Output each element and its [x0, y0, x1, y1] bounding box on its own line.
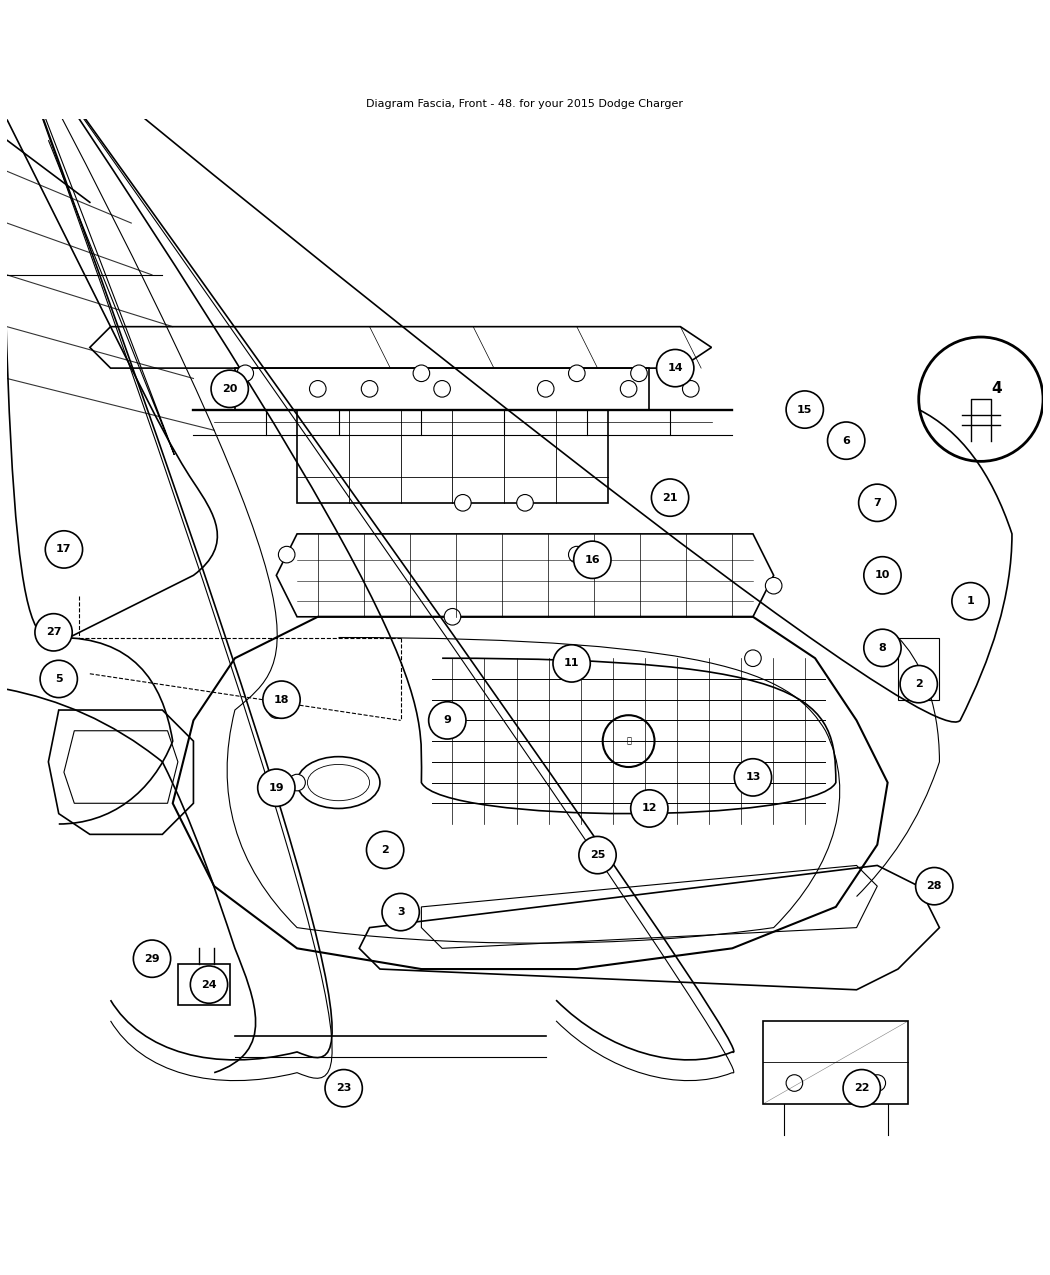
Circle shape	[864, 629, 901, 667]
Circle shape	[382, 894, 419, 931]
Circle shape	[843, 1070, 880, 1107]
Circle shape	[190, 966, 228, 1003]
Circle shape	[621, 380, 637, 397]
Circle shape	[786, 1075, 802, 1091]
Circle shape	[455, 495, 471, 511]
Text: 2: 2	[915, 680, 923, 688]
Circle shape	[869, 1075, 885, 1091]
Circle shape	[361, 380, 378, 397]
Text: 19: 19	[269, 783, 285, 793]
Circle shape	[444, 608, 461, 625]
FancyBboxPatch shape	[177, 964, 230, 1005]
Circle shape	[257, 769, 295, 806]
Text: 20: 20	[222, 384, 237, 394]
Text: 10: 10	[875, 570, 890, 580]
Text: 28: 28	[926, 881, 942, 891]
Text: 14: 14	[668, 363, 684, 374]
Text: 21: 21	[663, 492, 678, 502]
Circle shape	[631, 365, 647, 381]
Circle shape	[916, 867, 953, 905]
Circle shape	[568, 546, 585, 562]
Text: 17: 17	[57, 544, 71, 555]
Circle shape	[413, 365, 429, 381]
Text: 1: 1	[967, 597, 974, 606]
Circle shape	[734, 759, 772, 796]
Circle shape	[428, 701, 466, 739]
Text: 13: 13	[746, 773, 760, 783]
Circle shape	[553, 645, 590, 682]
FancyBboxPatch shape	[763, 1021, 908, 1104]
Circle shape	[366, 831, 404, 868]
Circle shape	[656, 349, 694, 386]
Circle shape	[744, 650, 761, 667]
Circle shape	[765, 578, 782, 594]
Circle shape	[786, 391, 823, 428]
Text: 5: 5	[55, 674, 63, 683]
Circle shape	[211, 370, 249, 408]
Text: 8: 8	[879, 643, 886, 653]
Circle shape	[579, 836, 616, 873]
Circle shape	[682, 380, 699, 397]
Text: Diagram Fascia, Front - 48. for your 2015 Dodge Charger: Diagram Fascia, Front - 48. for your 201…	[366, 99, 684, 110]
Text: 3: 3	[397, 907, 404, 917]
Circle shape	[133, 940, 171, 978]
Text: 12: 12	[642, 803, 657, 813]
Text: 2: 2	[381, 845, 388, 856]
Circle shape	[434, 380, 450, 397]
Circle shape	[289, 774, 306, 790]
Circle shape	[262, 681, 300, 718]
Circle shape	[573, 541, 611, 579]
Text: 9: 9	[443, 715, 452, 725]
Text: 25: 25	[590, 850, 605, 861]
Circle shape	[827, 422, 865, 459]
Circle shape	[538, 380, 554, 397]
Circle shape	[40, 660, 78, 697]
Text: 24: 24	[202, 979, 216, 989]
Circle shape	[859, 484, 896, 521]
Circle shape	[952, 583, 989, 620]
Text: 16: 16	[585, 555, 601, 565]
Circle shape	[900, 666, 938, 703]
Circle shape	[864, 557, 901, 594]
Circle shape	[568, 365, 585, 381]
Circle shape	[237, 365, 253, 381]
Circle shape	[517, 495, 533, 511]
Circle shape	[35, 613, 72, 652]
Text: 11: 11	[564, 658, 580, 668]
Text: 6: 6	[842, 436, 850, 446]
Text: 18: 18	[274, 695, 289, 705]
Circle shape	[268, 701, 285, 718]
Text: 🔱: 🔱	[626, 737, 631, 746]
Text: 4: 4	[991, 381, 1002, 397]
Circle shape	[651, 479, 689, 516]
Circle shape	[45, 530, 83, 569]
Text: 23: 23	[336, 1084, 352, 1093]
Text: 22: 22	[854, 1084, 869, 1093]
Text: 29: 29	[144, 954, 160, 964]
Text: 27: 27	[46, 627, 61, 638]
Circle shape	[326, 1070, 362, 1107]
Circle shape	[310, 380, 327, 397]
Text: 7: 7	[874, 497, 881, 507]
Circle shape	[631, 789, 668, 827]
Circle shape	[278, 546, 295, 562]
Text: 15: 15	[797, 404, 813, 414]
